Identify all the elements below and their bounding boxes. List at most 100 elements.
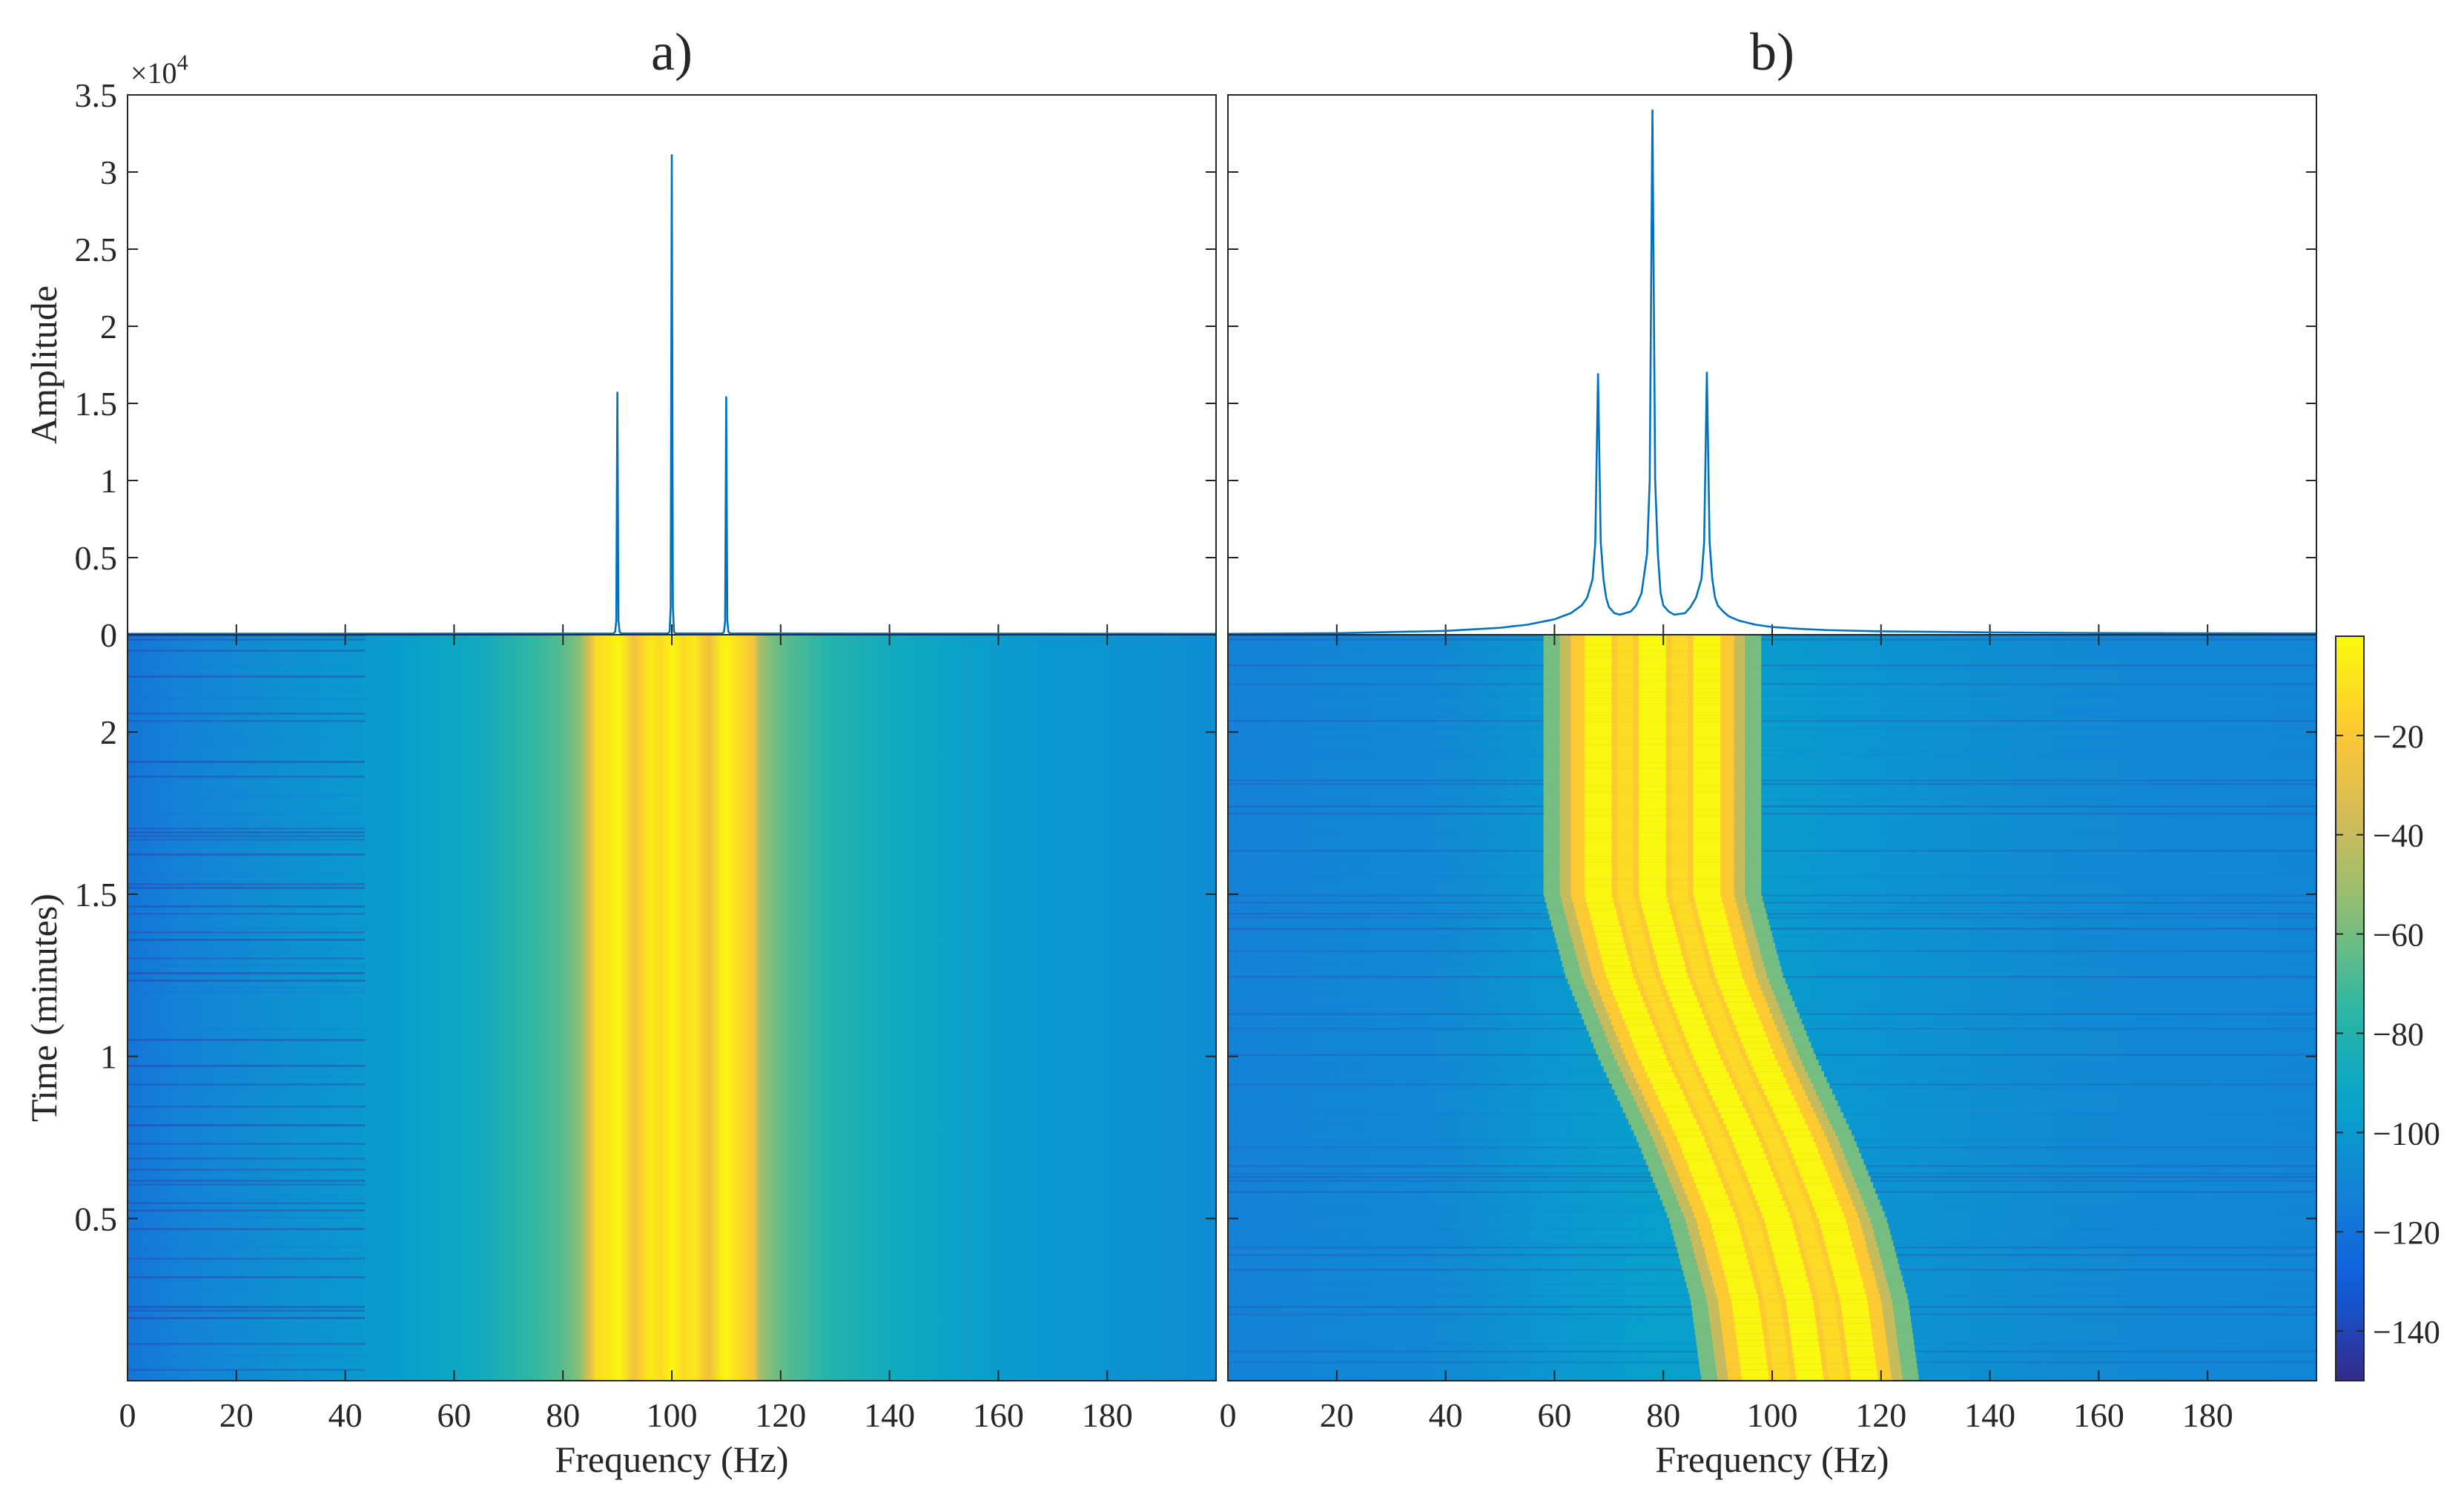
track-band	[1781, 1281, 1809, 1288]
track-valley	[1616, 773, 1634, 780]
track-band	[1639, 703, 1666, 710]
track-band	[1647, 1071, 1675, 1078]
track-band	[1584, 884, 1612, 891]
track-valley	[1655, 1013, 1672, 1020]
track-band	[1707, 1083, 1734, 1090]
y-tick-label: 2	[100, 308, 117, 346]
track-band	[1693, 686, 1721, 693]
track-band	[1584, 855, 1612, 862]
heatmap-noise-row	[128, 1306, 365, 1308]
track-valley	[1671, 639, 1688, 646]
track-valley	[1774, 1375, 1791, 1381]
heatmap-noise-row	[128, 1183, 365, 1186]
y-tick-label: 1.5	[75, 385, 118, 423]
heatmap-noise-row	[128, 1161, 365, 1163]
track-valley	[1635, 960, 1652, 967]
track-valley	[1616, 635, 1634, 640]
y-tick-label: 2	[100, 713, 117, 751]
track-band	[1720, 1112, 1748, 1119]
track-valley	[1719, 1158, 1736, 1166]
track-valley	[1731, 1188, 1748, 1195]
track-valley	[1671, 790, 1688, 798]
track-valley	[1616, 727, 1634, 733]
track-valley	[1634, 954, 1651, 961]
track-band	[1778, 1269, 1806, 1277]
track-band	[1739, 1153, 1766, 1160]
track-valley	[1771, 1153, 1788, 1160]
heatmap-noise-row	[1228, 898, 2316, 900]
track-valley	[1783, 1182, 1800, 1189]
track-valley	[1653, 1007, 1669, 1014]
track-valley	[1625, 919, 1641, 926]
track-band	[1712, 1094, 1740, 1101]
track-valley	[1673, 896, 1689, 903]
track-band	[1843, 1322, 1872, 1329]
heatmap-noise-row	[128, 720, 365, 722]
track-band	[1639, 692, 1666, 698]
track-band	[1736, 1334, 1764, 1341]
track-valley	[1736, 1199, 1752, 1206]
track-band	[1693, 692, 1721, 698]
track-band	[1584, 878, 1612, 885]
heatmap-noise-row	[128, 842, 365, 845]
heatmap-noise-row	[128, 1143, 365, 1145]
track-band	[1599, 948, 1628, 956]
track-valley	[1721, 1042, 1738, 1049]
track-valley	[1786, 1188, 1803, 1195]
heatmap-noise-row	[128, 698, 365, 700]
track-band	[1743, 1164, 1771, 1172]
heatmap-noise-row	[128, 1335, 365, 1338]
track-band	[1598, 942, 1626, 950]
track-band	[1848, 1357, 1876, 1364]
colorbar-tick-label: −20	[2373, 719, 2424, 755]
colorbar-tick-label: −100	[2373, 1115, 2440, 1152]
track-band	[1708, 948, 1737, 956]
track-band	[1693, 656, 1721, 664]
track-valley	[1671, 884, 1688, 891]
colorbar: −140 −120 −100 −80 −60 −40 −20	[2335, 635, 2440, 1381]
x-tick-label: 100	[1747, 1396, 1798, 1434]
track-valley	[1788, 1194, 1805, 1200]
track-valley	[1825, 1345, 1842, 1353]
track-band	[1615, 995, 1643, 1003]
track-band	[1639, 826, 1666, 833]
panel-a-heatmap-rows	[128, 635, 365, 1371]
track-valley	[1758, 1275, 1775, 1282]
heatmap-noise-row	[1228, 928, 2316, 930]
track-valley	[1685, 942, 1702, 950]
track-valley	[1702, 1117, 1719, 1125]
heatmap-noise-row	[1228, 857, 2316, 859]
track-band	[1693, 762, 1721, 769]
heatmap-noise-row	[128, 1213, 365, 1215]
track-band	[1606, 971, 1634, 979]
track-band	[1693, 826, 1721, 833]
y-tick-label: 1.5	[75, 876, 118, 914]
track-band	[1735, 1328, 1763, 1335]
panel-a-y-ticks: 0 0.5 1 1.5 2 2.5 3 3.5	[75, 76, 1216, 654]
x-tick-label: 60	[1537, 1396, 1571, 1434]
heatmap-noise-row	[128, 1065, 365, 1067]
track-band	[1639, 635, 1666, 640]
track-band	[1842, 1310, 1869, 1318]
track-valley	[1616, 756, 1634, 763]
track-band	[1584, 733, 1612, 739]
track-valley	[1774, 1369, 1791, 1375]
track-band	[1738, 1351, 1766, 1358]
track-band	[1639, 662, 1666, 670]
heatmap-noise-row	[128, 853, 365, 856]
track-valley	[1726, 1176, 1743, 1183]
track-valley	[1702, 995, 1720, 1003]
panel-a-x-ticks: 0 20 40 60 80 100 120 140 160 180	[119, 635, 1133, 1434]
track-valley	[1714, 1147, 1731, 1154]
track-valley	[1679, 1071, 1697, 1078]
track-valley	[1717, 1153, 1734, 1160]
track-band	[1671, 1123, 1700, 1131]
x-tick-label: 60	[437, 1396, 471, 1434]
track-band	[1658, 1094, 1685, 1101]
track-band	[1845, 1334, 1873, 1341]
track-band	[1693, 790, 1721, 798]
track-band	[1639, 873, 1666, 879]
track-valley	[1740, 1211, 1757, 1218]
track-valley	[1671, 744, 1688, 751]
track-valley	[1616, 814, 1634, 821]
